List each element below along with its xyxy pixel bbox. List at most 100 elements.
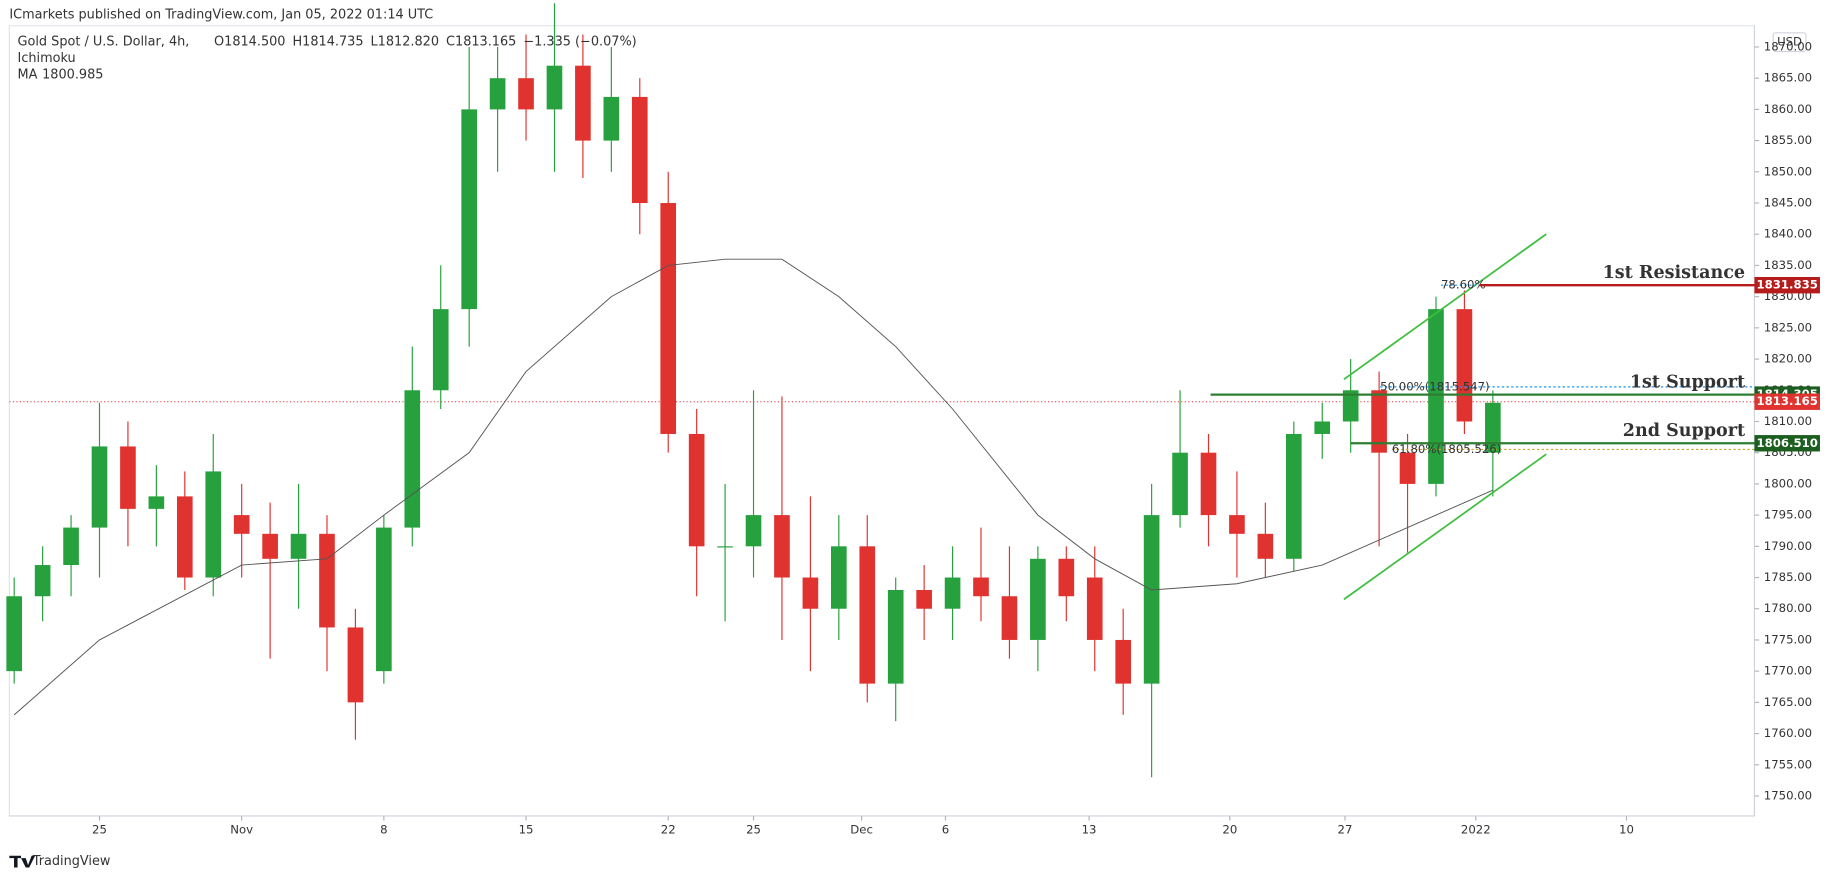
- candle-body: [63, 527, 79, 566]
- x-tick-label: 2022: [1461, 822, 1491, 836]
- x-tick-label: Dec: [850, 822, 873, 836]
- candle-body: [546, 65, 563, 110]
- candle-body: [1428, 309, 1444, 484]
- candle-body: [1200, 452, 1217, 516]
- x-tick-label: 25: [92, 822, 107, 836]
- candle-body: [859, 546, 876, 684]
- price-badge-label: 1813.165: [1757, 394, 1818, 408]
- candle-body: [461, 109, 477, 310]
- ma-value: 1800.985: [42, 67, 103, 82]
- y-tick-label: 1790.00: [1764, 539, 1812, 553]
- y-tick-label: 1755.00: [1764, 757, 1812, 771]
- x-tick-label: 8: [380, 822, 387, 836]
- y-tick-label: 1840.00: [1764, 227, 1812, 241]
- candle-body: [319, 533, 335, 628]
- candle-body: [688, 433, 705, 547]
- x-tick-label: 22: [661, 822, 676, 836]
- y-tick-label: 1845.00: [1764, 196, 1812, 210]
- y-tick-label: 1860.00: [1764, 102, 1812, 116]
- ohlc-value: −1.335 (−0.07%): [523, 35, 636, 50]
- candle-body: [717, 546, 733, 548]
- ohlc-value: L1812.820: [371, 35, 440, 50]
- x-tick-label: Nov: [230, 822, 253, 836]
- level-name: 1st Resistance: [1603, 263, 1746, 283]
- candle-body: [1285, 433, 1302, 559]
- brand-logo: [9, 855, 36, 868]
- x-tick-label: 13: [1082, 822, 1097, 836]
- ma-line: [13, 258, 1494, 716]
- candle-body: [1115, 639, 1132, 684]
- price-badge: [1754, 435, 1820, 452]
- price-badge: [1754, 276, 1820, 294]
- candle-body: [944, 577, 961, 609]
- y-tick-label: 1765.00: [1764, 695, 1812, 709]
- price-badge-label: 1831.835: [1757, 278, 1818, 292]
- candle-body: [148, 496, 165, 509]
- currency: USD: [1777, 35, 1802, 49]
- publish-header: ICmarkets published on TradingView.com, …: [9, 8, 433, 23]
- candle-body: [575, 65, 591, 141]
- brand: TradingView: [32, 854, 111, 869]
- candle-body: [831, 546, 847, 609]
- y-tick-label: 1770.00: [1764, 664, 1812, 678]
- candle-body: [1342, 390, 1359, 422]
- candle-body: [120, 446, 136, 509]
- candle-body: [802, 577, 819, 609]
- y-tick-label: 1810.00: [1764, 414, 1812, 428]
- currency-box[interactable]: [1772, 32, 1807, 53]
- candle-body: [745, 515, 762, 547]
- candle-body: [176, 496, 193, 578]
- candle-body: [34, 565, 51, 597]
- candle-body: [290, 533, 307, 559]
- y-tick-label: 1825.00: [1764, 320, 1812, 334]
- y-tick-label: 1775.00: [1764, 632, 1812, 646]
- ohlc-value: O1814.500: [214, 35, 285, 50]
- candle-body: [205, 471, 222, 578]
- candle-body: [1001, 596, 1018, 640]
- candle-body: [1143, 515, 1160, 684]
- candle-body: [603, 96, 620, 141]
- candle-body: [1086, 577, 1103, 640]
- ohlc-value: C1813.165: [446, 35, 516, 50]
- y-tick-label: 1800.00: [1764, 476, 1812, 490]
- candle-body: [1257, 533, 1274, 559]
- candle-body: [518, 78, 534, 110]
- candle-body: [376, 527, 392, 672]
- y-tick-label: 1870.00: [1764, 39, 1812, 53]
- x-tick-label: 27: [1338, 822, 1353, 836]
- x-tick-label: 10: [1619, 822, 1634, 836]
- x-tick-label: 25: [746, 822, 761, 836]
- candle-body: [347, 627, 364, 703]
- x-tick-label: 15: [519, 822, 534, 836]
- candle-body: [262, 533, 278, 559]
- candle-body: [1229, 515, 1245, 534]
- fib-label: 78.60%: [1441, 278, 1486, 292]
- y-tick-label: 1795.00: [1764, 508, 1812, 522]
- candle-body: [91, 446, 108, 528]
- y-tick-label: 1865.00: [1764, 71, 1812, 85]
- candle-body: [973, 577, 989, 597]
- price-badge-label: 1806.510: [1757, 436, 1818, 450]
- fib-label: 50.00%(1815.547): [1380, 379, 1489, 393]
- ohlc-value: H1814.735: [293, 35, 364, 50]
- y-tick-label: 1750.00: [1764, 788, 1812, 802]
- candle-body: [432, 309, 449, 391]
- candle-body: [233, 515, 250, 534]
- y-tick-label: 1785.00: [1764, 570, 1812, 584]
- x-tick-label: 20: [1222, 822, 1237, 836]
- level-name: 1st Support: [1630, 372, 1746, 392]
- candle-body: [1030, 558, 1046, 640]
- candle-body: [916, 590, 932, 609]
- indicator-label: Ichimoku: [18, 51, 76, 66]
- ma-label: MA: [18, 67, 38, 82]
- channel-upper: [1343, 233, 1547, 381]
- candle-body: [404, 390, 421, 528]
- symbol-title: Gold Spot / U.S. Dollar, 4h,: [18, 35, 190, 50]
- candle-body: [631, 96, 648, 204]
- candle-body: [660, 203, 677, 434]
- candle-body: [1371, 390, 1387, 453]
- y-tick-label: 1850.00: [1764, 164, 1812, 178]
- candle-body: [1058, 558, 1075, 597]
